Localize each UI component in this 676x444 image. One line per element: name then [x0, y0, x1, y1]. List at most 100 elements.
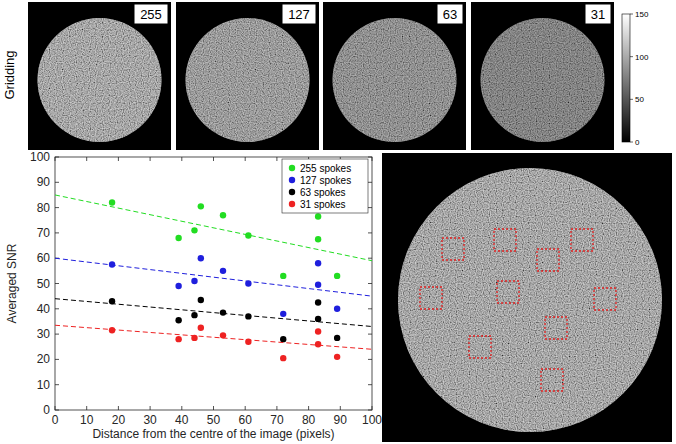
- panel-label: 31: [591, 7, 605, 22]
- x-tick: [245, 406, 246, 410]
- point: [175, 283, 181, 289]
- legend-label: 31 spokes: [300, 199, 346, 210]
- point: [175, 336, 181, 342]
- point: [280, 273, 286, 279]
- roi: [494, 229, 516, 251]
- x-tick-label: 10: [80, 413, 94, 427]
- point: [315, 282, 321, 288]
- x-tick: [340, 406, 341, 410]
- point: [334, 273, 340, 279]
- x-tick: [276, 406, 277, 410]
- roi: [497, 281, 519, 303]
- x-tick-top: [86, 157, 87, 161]
- image-ground: [471, 2, 614, 150]
- y-tick-right: [368, 410, 372, 411]
- point: [245, 313, 251, 319]
- image-ground: [176, 2, 319, 150]
- trend-line: [55, 195, 372, 261]
- x-tick-top: [55, 157, 56, 161]
- y-tick: [55, 334, 59, 335]
- legend-marker: [289, 177, 295, 183]
- point: [220, 309, 226, 315]
- x-tick: [86, 406, 87, 410]
- y-tick-label: 50: [37, 277, 51, 291]
- y-tick: [55, 283, 59, 284]
- y-tick-right: [368, 207, 372, 208]
- point: [315, 236, 321, 242]
- y-tick-label: 60: [37, 251, 51, 265]
- x-tick-top: [245, 157, 246, 161]
- point: [191, 335, 197, 341]
- trend-line: [55, 299, 372, 327]
- point: [280, 355, 286, 361]
- x-tick-label: 100: [362, 413, 382, 427]
- panel-label-box: [585, 4, 611, 24]
- x-tick-label: 80: [302, 413, 316, 427]
- x-tick-label: 50: [207, 413, 221, 427]
- mri-image: [471, 2, 614, 150]
- legend-marker: [289, 189, 295, 195]
- y-tick: [55, 207, 59, 208]
- roi: [545, 317, 567, 339]
- mri-image: [382, 153, 672, 442]
- x-tick-label: 90: [334, 413, 348, 427]
- image-ground: [382, 153, 672, 442]
- x-tick: [213, 406, 214, 410]
- point: [198, 325, 204, 331]
- panel-label-box: [282, 4, 316, 24]
- plot-frame: [55, 157, 372, 410]
- phantom-noise: [333, 18, 457, 142]
- y-tick: [55, 359, 59, 360]
- colorbar-tick: [630, 56, 633, 57]
- x-axis-title: Distance from the centre of the image (p…: [92, 427, 334, 441]
- legend: 255 spokes127 spokes63 spokes31 spokes: [282, 159, 368, 213]
- phantom: [333, 18, 457, 142]
- y-tick-label: 10: [37, 378, 51, 392]
- y-tick-label: 80: [37, 201, 51, 215]
- point: [315, 328, 321, 334]
- roi: [420, 287, 442, 309]
- roi: [541, 369, 563, 391]
- y-tick-label: 100: [30, 150, 50, 164]
- point: [220, 268, 226, 274]
- y-tick-right: [368, 384, 372, 385]
- x-tick-label: 70: [270, 413, 284, 427]
- point: [334, 335, 340, 341]
- y-tick-label: 0: [43, 403, 50, 417]
- point: [191, 227, 197, 233]
- point: [334, 306, 340, 312]
- y-tick-right: [368, 182, 372, 183]
- point: [109, 298, 115, 304]
- colorbar-tick-label: 100: [635, 53, 649, 62]
- x-tick-top: [181, 157, 182, 161]
- y-tick-right: [368, 308, 372, 309]
- y-tick: [55, 157, 59, 158]
- point: [315, 341, 321, 347]
- point: [280, 336, 286, 342]
- y-tick: [55, 308, 59, 309]
- roi: [594, 288, 616, 310]
- phantom: [38, 18, 162, 142]
- panel-label: 63: [443, 7, 457, 22]
- colorbar: [622, 14, 630, 142]
- point: [245, 232, 251, 238]
- y-tick-right: [368, 359, 372, 360]
- x-tick-top: [213, 157, 214, 161]
- x-tick: [181, 406, 182, 410]
- mri-image: [323, 2, 466, 150]
- legend-label: 255 spokes: [300, 163, 351, 174]
- x-tick: [55, 406, 56, 410]
- panel-label: 127: [288, 7, 310, 22]
- phantom-noise: [186, 18, 310, 142]
- x-tick-label: 0: [52, 413, 59, 427]
- x-tick: [372, 406, 373, 410]
- point: [315, 213, 321, 219]
- point: [175, 235, 181, 241]
- point: [220, 332, 226, 338]
- x-tick-top: [118, 157, 119, 161]
- point: [198, 297, 204, 303]
- x-tick: [150, 406, 151, 410]
- x-tick-label: 60: [239, 413, 253, 427]
- x-tick-label: 20: [112, 413, 126, 427]
- y-tick-right: [368, 334, 372, 335]
